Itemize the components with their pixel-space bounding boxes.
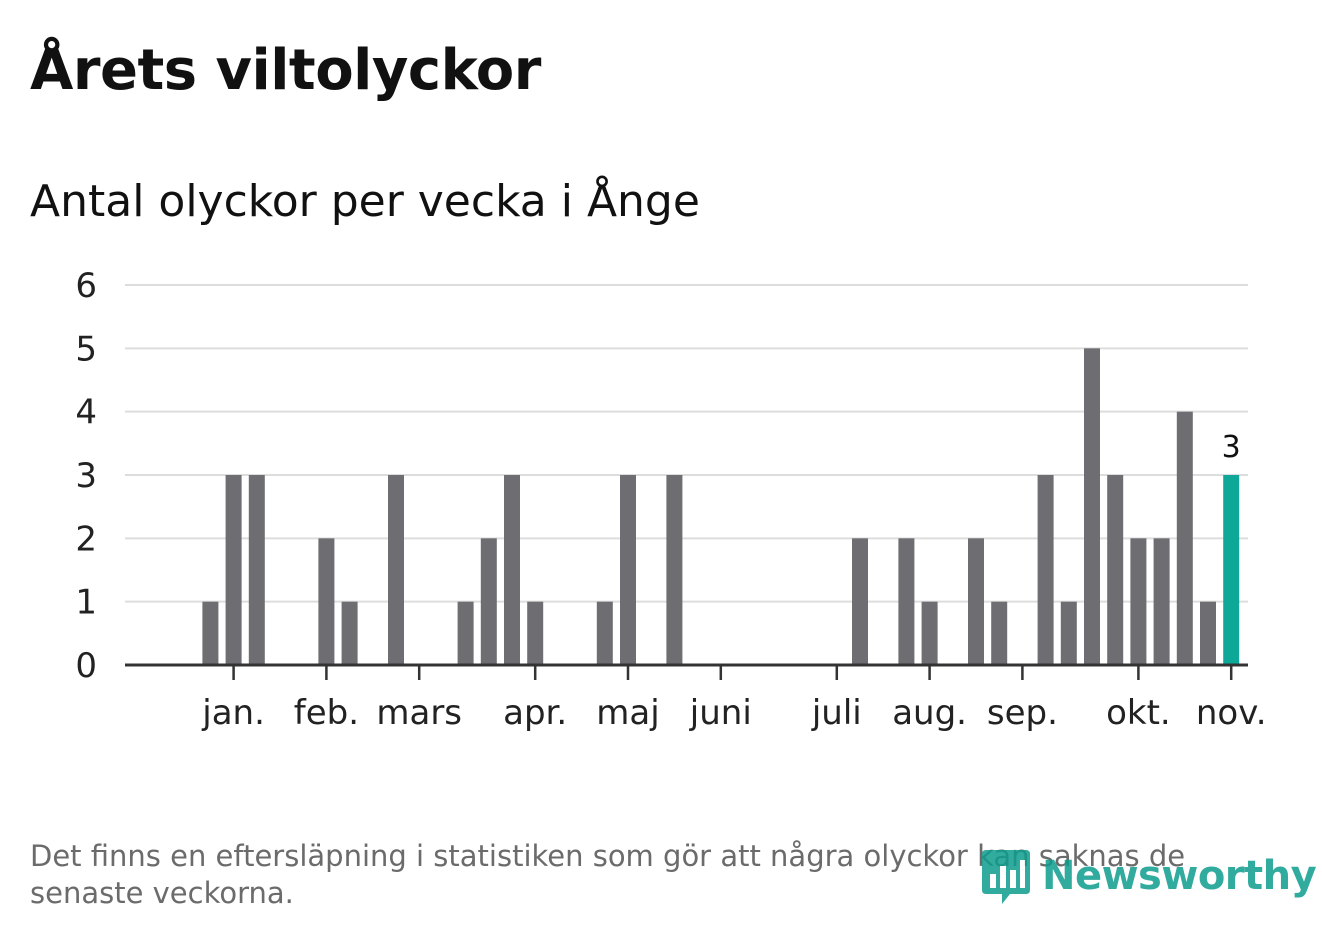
bar-week-3 [202,601,219,665]
bar-week-36 [968,538,984,665]
y-tick-label-4: 4 [75,393,97,433]
x-tick-label-0: jan. [201,693,265,733]
bar-week-33 [898,538,915,665]
bar-week-44 [1153,538,1170,665]
bar-week-5 [248,475,265,665]
bar-week-43 [1130,538,1147,665]
bar-week-45 [1176,411,1193,665]
data-label-latest: 3 [1222,430,1241,465]
y-tick-label-0: 0 [75,646,97,686]
bar-week-39 [1037,475,1054,665]
newsworthy-icon [982,850,1030,904]
x-tick-label-10: nov. [1196,693,1267,733]
bar-week-17 [527,601,544,665]
bar-week-11 [388,475,404,665]
bar-chart: 0 1 2 3 4 5 6 3 jan. feb. mars apr. maj juni juli aug. s… [75,266,1267,733]
newsworthy-logo: Newsworthy [980,846,1317,906]
x-tick-label-4: maj [596,693,659,733]
y-tick-label-5: 5 [75,329,97,369]
bar-week-37 [991,601,1008,665]
x-tick-label-6: juli [811,693,862,733]
y-tick-label-2: 2 [75,519,97,559]
chart-subtitle: Antal olyckor per vecka i Ånge [30,176,700,227]
bar-week-23 [666,475,683,665]
bar-week-20 [596,601,613,665]
x-tick-label-8: sep. [987,693,1058,733]
bar-week-4 [225,475,242,665]
y-tick-label-1: 1 [75,583,97,623]
x-tick-label-9: okt. [1106,693,1171,733]
bar-week-9 [341,601,358,665]
x-tick-label-5: juni [689,693,752,733]
chart-title: Årets viltolyckor [30,38,541,103]
bar-week-16 [504,475,520,665]
x-tick-label-2: mars [376,693,462,733]
newsworthy-wordmark: Newsworthy [1042,853,1317,899]
bar-week-42 [1107,475,1124,665]
bar-week-31 [852,538,868,665]
x-tick-label-1: feb. [294,693,359,733]
bar-week-40 [1060,601,1077,665]
bar-week-41 [1084,348,1100,665]
y-tick-label-3: 3 [75,456,97,496]
x-tick-label-3: apr. [503,693,567,733]
x-tick-label-7: aug. [892,693,967,733]
bar-latest-week [1223,475,1240,665]
bar-week-34 [921,601,938,665]
bar-week-21 [620,475,636,665]
bar-week-14 [457,601,474,665]
bar-week-46 [1200,601,1216,665]
bar-week-15 [480,538,497,665]
bar-week-8 [318,538,335,665]
y-tick-label-6: 6 [75,266,97,306]
